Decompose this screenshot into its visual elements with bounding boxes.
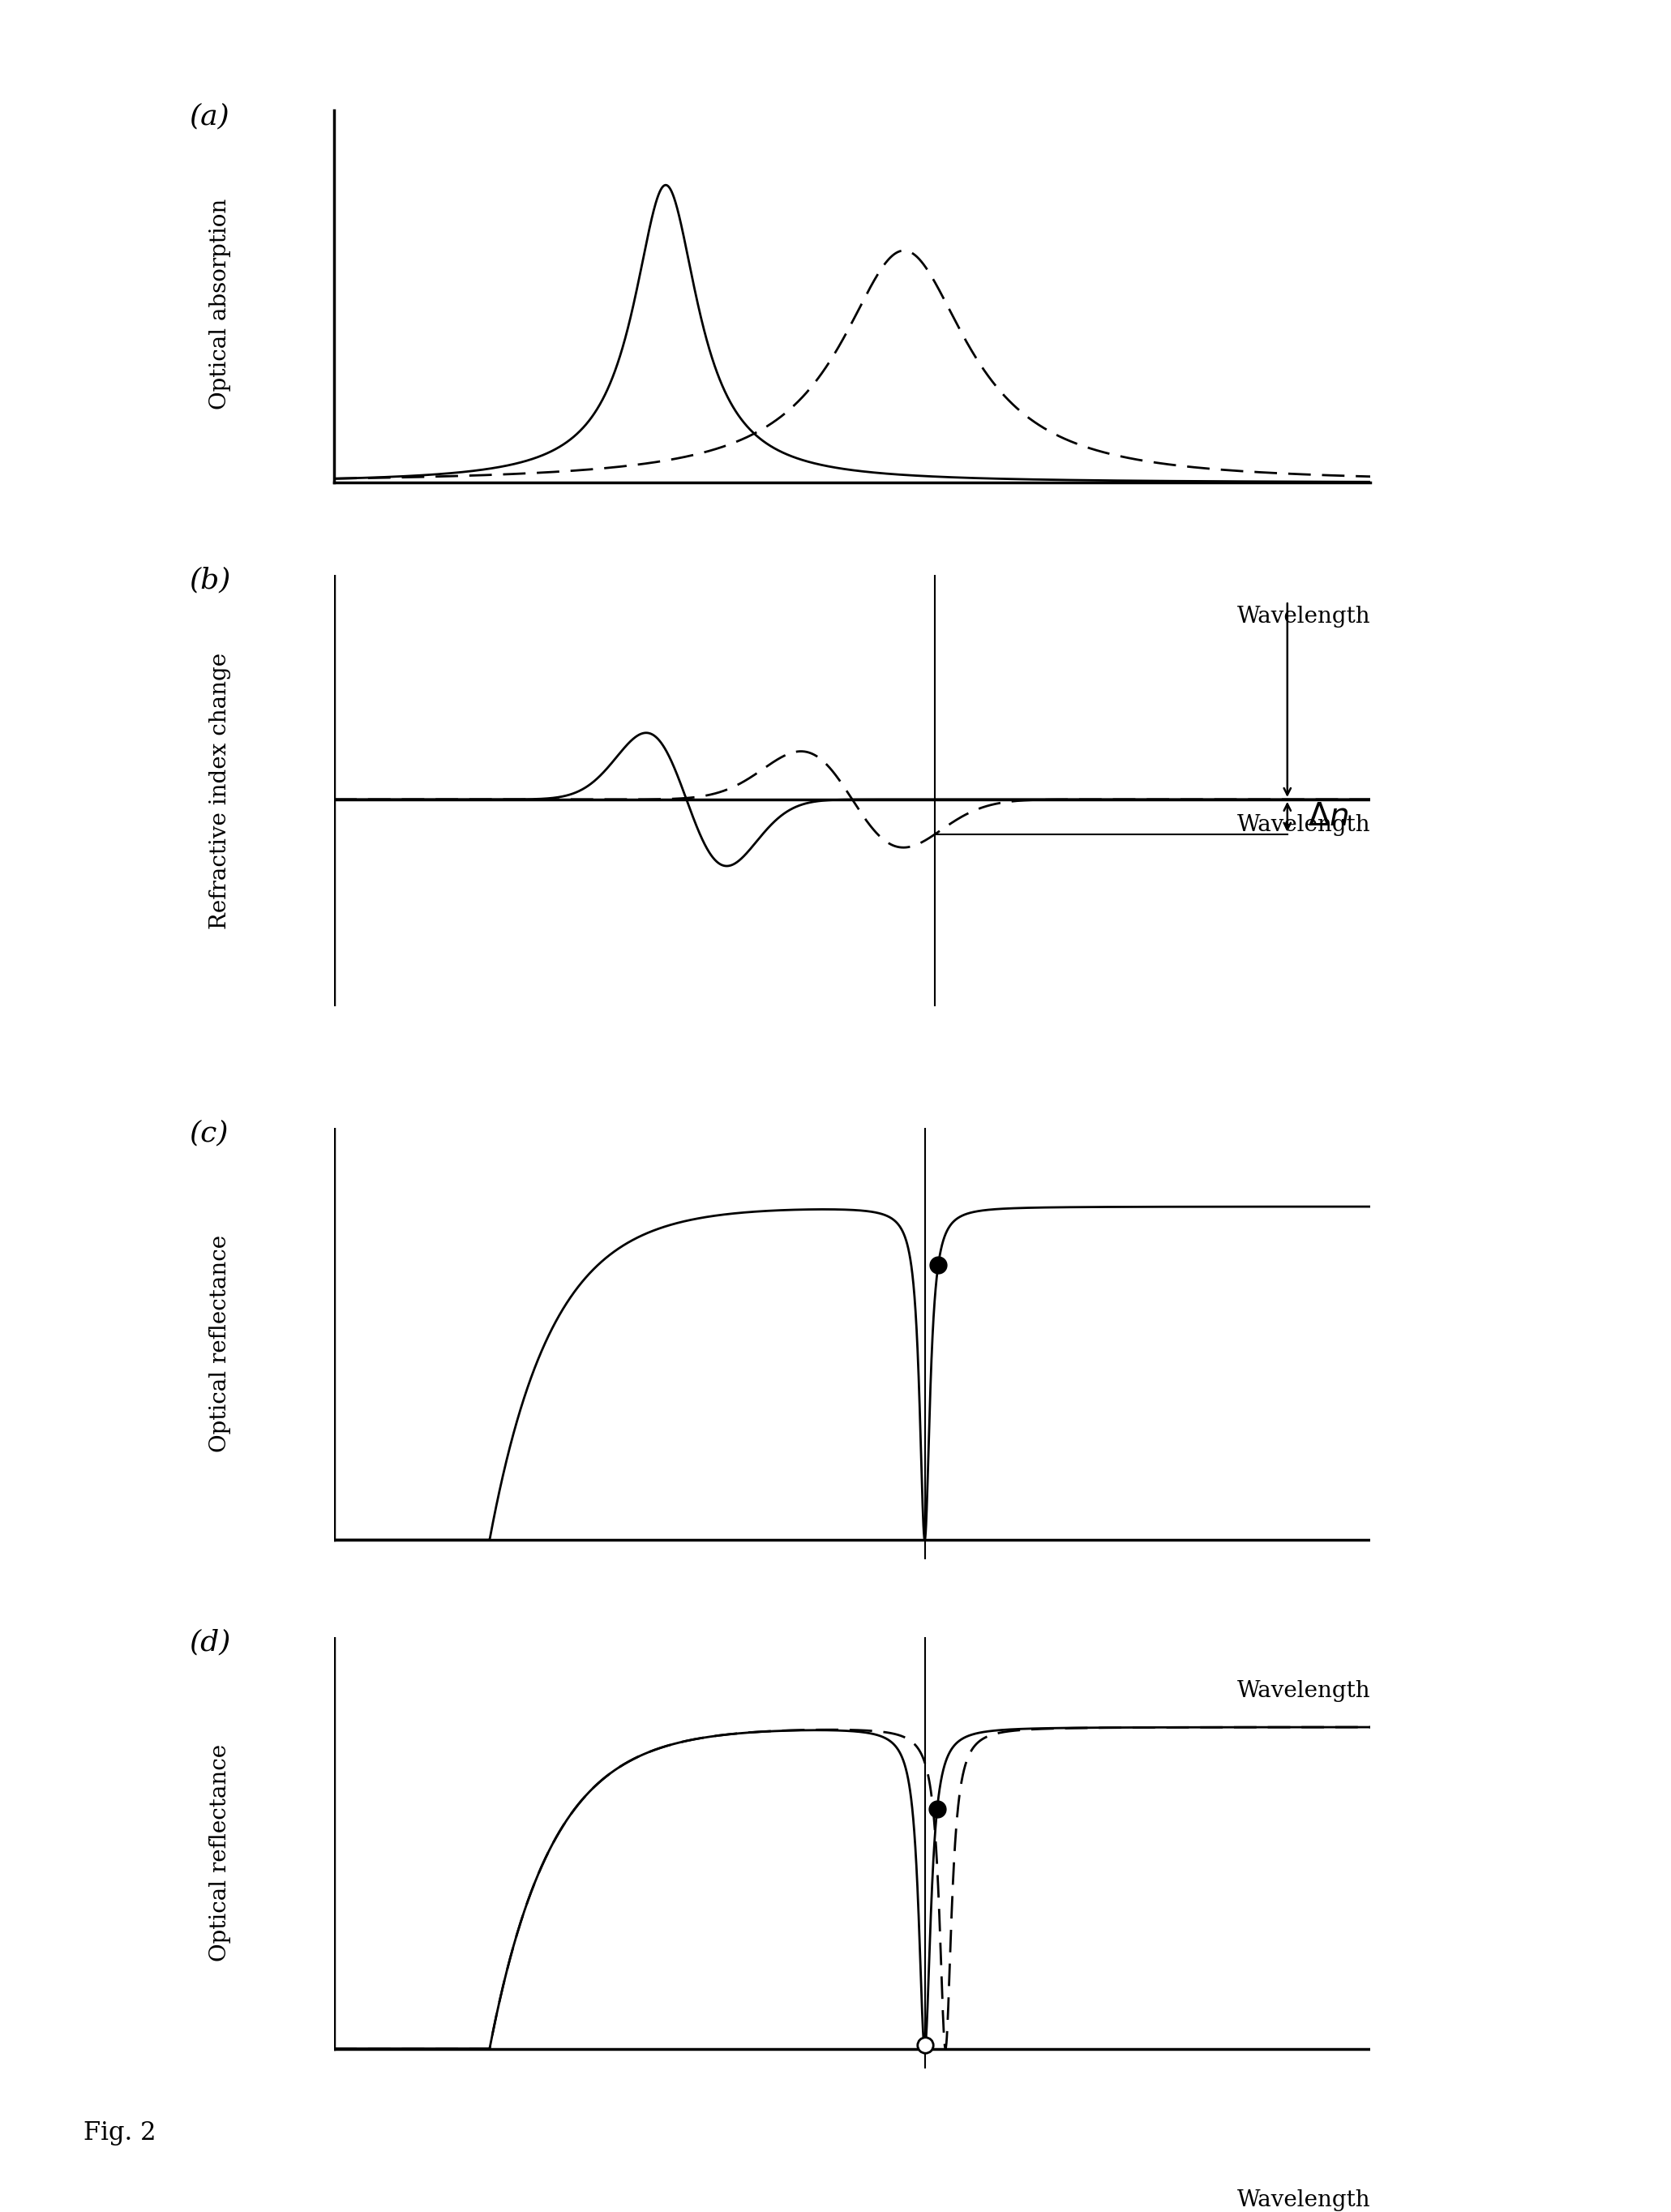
Text: Optical reflectance: Optical reflectance — [209, 1743, 231, 1962]
Text: (d): (d) — [189, 1628, 231, 1657]
Text: Optical reflectance: Optical reflectance — [209, 1234, 231, 1453]
Text: Refractive index change: Refractive index change — [209, 653, 231, 929]
Text: Wavelength: Wavelength — [1237, 606, 1370, 628]
Text: (b): (b) — [189, 566, 231, 595]
Text: (a): (a) — [189, 102, 229, 131]
Text: Wavelength: Wavelength — [1237, 814, 1370, 836]
Text: (c): (c) — [189, 1119, 229, 1148]
Text: Fig. 2: Fig. 2 — [84, 2121, 155, 2146]
Text: Wavelength: Wavelength — [1237, 2190, 1370, 2210]
Text: Wavelength: Wavelength — [1237, 1681, 1370, 1701]
Text: Optical absorption: Optical absorption — [209, 199, 231, 409]
Text: $\Delta n$: $\Delta n$ — [1308, 801, 1348, 832]
